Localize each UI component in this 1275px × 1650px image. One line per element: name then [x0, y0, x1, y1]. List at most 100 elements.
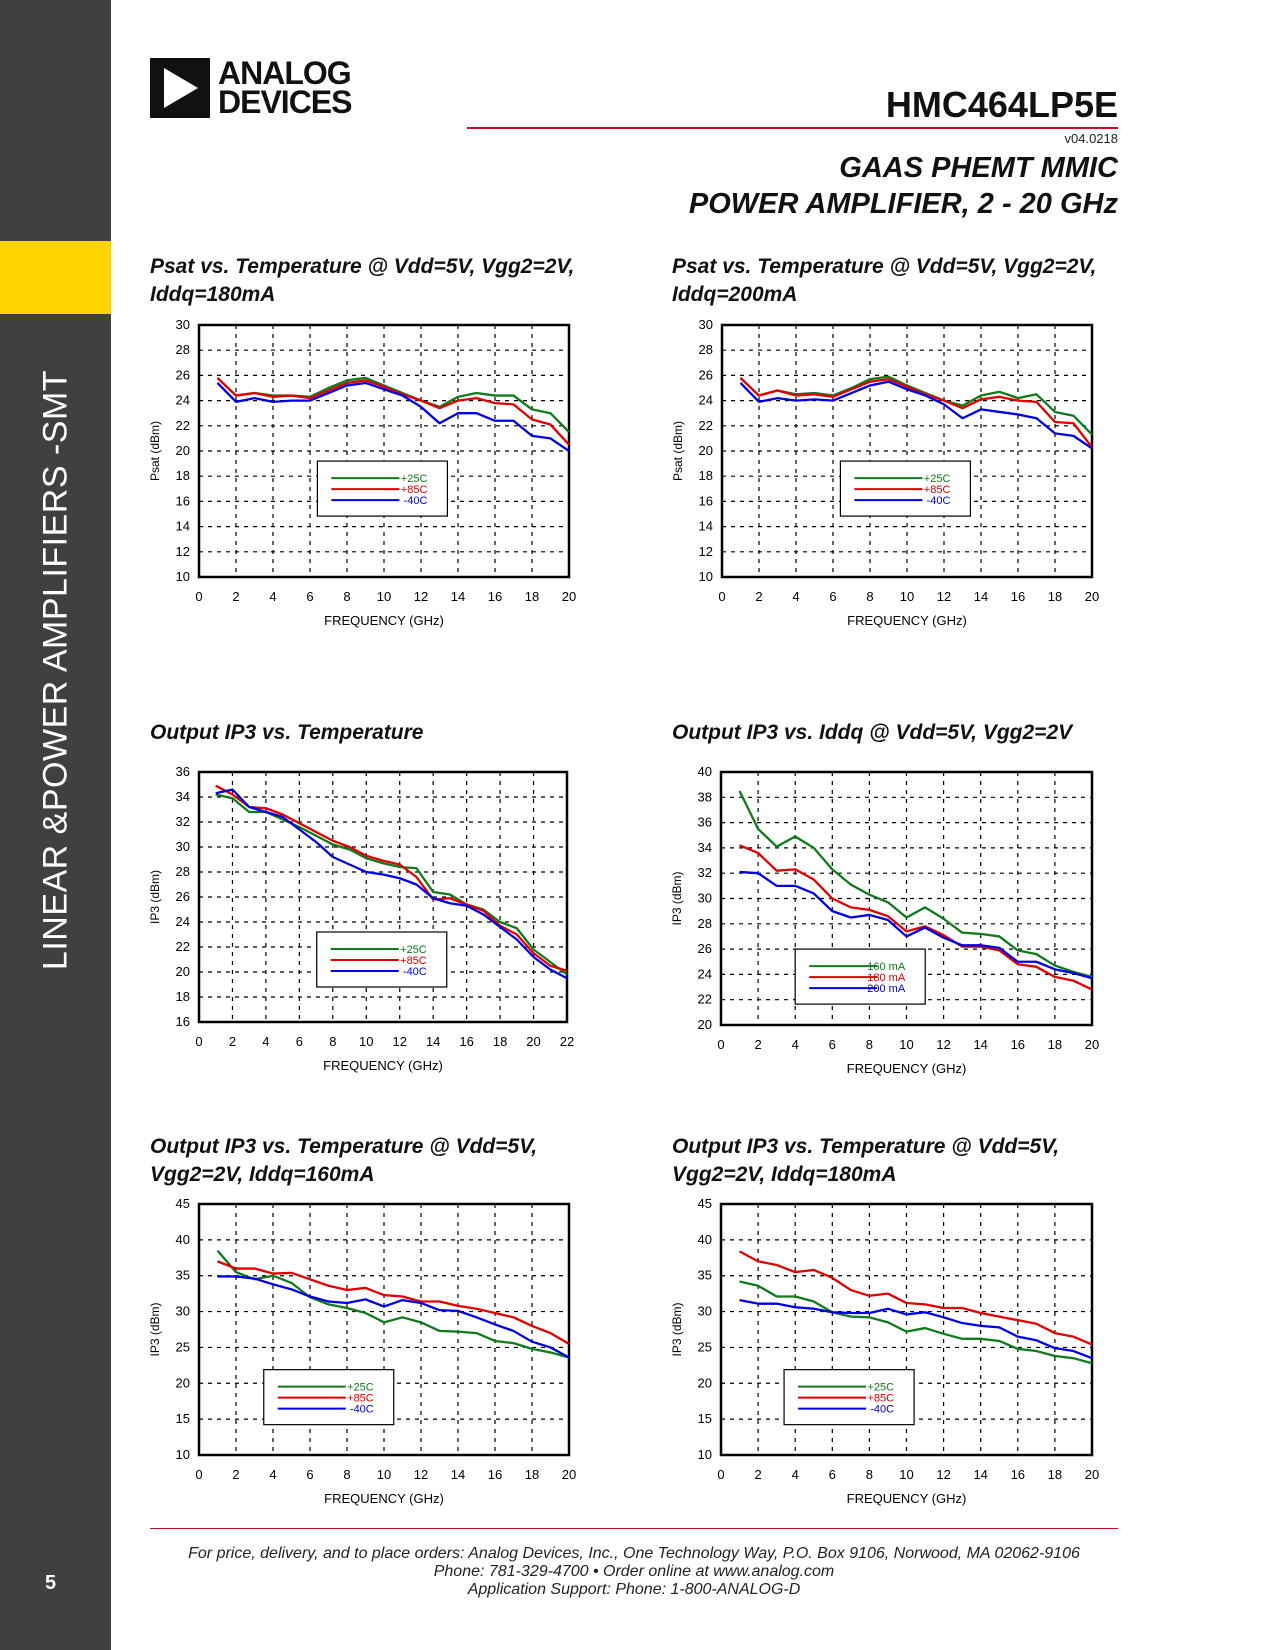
x-tick-label: 2 — [229, 1034, 236, 1049]
series-line-40c — [215, 788, 568, 980]
y-tick-label: 30 — [176, 317, 190, 332]
y-tick-label: 22 — [699, 418, 713, 433]
x-tick-label: 14 — [451, 589, 465, 604]
chart-title-line: Psat vs. Temperature @ Vdd=5V, Vgg2=2V, — [150, 255, 575, 278]
y-tick-label: 12 — [699, 544, 713, 559]
chart-title-line: Vgg2=2V, Iddq=160mA — [150, 1163, 375, 1186]
x-tick-label: 18 — [1048, 589, 1062, 604]
series-line-40c — [739, 380, 1093, 450]
x-tick-label: 6 — [306, 1467, 313, 1482]
chart-title: Output IP3 vs. Iddq @ Vdd=5V, Vgg2=2V — [672, 719, 1072, 747]
analog-devices-logo: ANALOG DEVICES — [150, 57, 352, 118]
x-tick-label: 12 — [936, 1467, 950, 1482]
x-tick-label: 20 — [562, 1467, 576, 1482]
y-tick-label: 15 — [698, 1411, 712, 1426]
legend: +25C+85C-40C — [263, 1369, 395, 1426]
x-tick-label: 22 — [560, 1034, 574, 1049]
legend-label: +85C — [400, 955, 427, 967]
chart-title-line: Psat vs. Temperature @ Vdd=5V, Vgg2=2V, — [672, 255, 1097, 278]
series-line-85c — [739, 1250, 1093, 1346]
legend: +25C+85C-40C — [783, 1369, 915, 1426]
x-tick-label: 10 — [899, 1467, 913, 1482]
x-tick-label: 18 — [525, 1467, 539, 1482]
y-tick-label: 22 — [176, 939, 190, 954]
chart-svg: 0 2 4 6 8 10 12 14 16 18 20 10 15 20 25 30 35 40 45 FREQUEN… — [148, 1196, 576, 1506]
legend-label: 160 mA — [867, 961, 906, 973]
legend-label: +25C — [347, 1382, 374, 1394]
footer-divider — [150, 1528, 1118, 1529]
chart-title: Output IP3 vs. Temperature — [150, 719, 423, 747]
legend-label: -40C — [927, 495, 951, 507]
y-tick-label: 18 — [699, 468, 713, 483]
footer-line3: Application Support: Phone: 1-800-ANALOG… — [467, 1581, 801, 1598]
x-tick-label: 4 — [792, 589, 799, 604]
x-tick-label: 10 — [899, 1037, 913, 1052]
plot-frame — [719, 1202, 1094, 1457]
x-tick-label: 6 — [829, 1467, 836, 1482]
x-tick-label: 20 — [562, 589, 576, 604]
series-line-85c — [739, 377, 1093, 448]
x-tick-label: 2 — [232, 1467, 239, 1482]
chart-title: Output IP3 vs. Temperature @ Vdd=5V, Vgg2… — [150, 1133, 537, 1189]
chart-5: 0 2 4 6 8 10 12 14 16 18 20 10 15 20 25 30 35 40 45 FREQUEN… — [148, 1196, 576, 1506]
y-tick-label: 32 — [698, 865, 712, 880]
plot-frame — [720, 323, 1094, 579]
x-tick-label: 12 — [937, 589, 951, 604]
x-tick-label: 10 — [377, 1467, 391, 1482]
y-tick-label: 14 — [699, 519, 713, 534]
chart-2: 0 2 4 6 8 10 12 14 16 18 20 10 12 14 16 18 20 22 24 26 28 30 F… — [671, 317, 1099, 628]
y-tick-label: 34 — [698, 840, 712, 855]
chart-title-line: Iddq=200mA — [672, 283, 798, 306]
chart-svg: 0 2 4 6 8 10 12 14 16 18 20 22161820222426283032343… — [148, 764, 574, 1073]
x-tick-label: 10 — [377, 589, 391, 604]
y-axis-label: Psat (dBm) — [671, 421, 685, 481]
x-axis-label: FREQUENCY (GHz) — [324, 613, 444, 628]
x-tick-label: 8 — [866, 589, 873, 604]
y-axis-label: IP3 (dBm) — [148, 1302, 162, 1356]
y-tick-label: 10 — [699, 569, 713, 584]
section-label: LINEAR &POWER AMPLIFIERS -SMT — [36, 369, 75, 971]
x-tick-label: 20 — [1085, 1037, 1099, 1052]
y-tick-label: 20 — [176, 443, 190, 458]
chart-1: 0 2 4 6 8 10 12 14 16 18 20 10 12 14 16 18 20 22 24 26 28 30 F… — [148, 317, 576, 628]
x-tick-label: 20 — [1085, 589, 1099, 604]
series-line-180ma — [739, 844, 1093, 991]
x-tick-label: 0 — [717, 1467, 724, 1482]
y-tick-label: 40 — [698, 764, 712, 779]
version: v04.0218 — [1064, 131, 1119, 146]
x-tick-label: 4 — [792, 1467, 799, 1482]
y-axis-label: IP3 (dBm) — [670, 1302, 684, 1356]
y-tick-label: 30 — [699, 317, 713, 332]
series-line-85c — [217, 1260, 570, 1345]
legend-label: 180 mA — [867, 972, 906, 984]
y-tick-label: 20 — [698, 1375, 712, 1390]
y-tick-label: 35 — [176, 1268, 190, 1283]
legend-label: +85C — [347, 1393, 374, 1405]
y-tick-label: 30 — [176, 839, 190, 854]
x-tick-label: 14 — [974, 589, 988, 604]
x-tick-label: 20 — [526, 1034, 540, 1049]
y-tick-label: 20 — [176, 964, 190, 979]
y-tick-label: 22 — [698, 992, 712, 1007]
series-line-40c — [739, 1298, 1093, 1360]
footer-line2: Phone: 781-329-4700 • Order online at ww… — [433, 1563, 835, 1580]
x-axis-label: FREQUENCY (GHz) — [847, 1061, 967, 1076]
x-tick-label: 8 — [343, 589, 350, 604]
y-tick-label: 34 — [176, 789, 190, 804]
y-tick-label: 26 — [698, 941, 712, 956]
x-tick-label: 4 — [269, 1467, 276, 1482]
legend-label: +25C — [400, 944, 427, 956]
legend-label: -40C — [403, 966, 427, 978]
chart-title-line: Output IP3 vs. Iddq @ Vdd=5V, Vgg2=2V — [672, 721, 1073, 744]
chart-title-line: Output IP3 vs. Temperature @ Vdd=5V, — [150, 1135, 538, 1158]
legend: +25C+85C-40C — [839, 460, 972, 517]
x-tick-label: 12 — [936, 1037, 950, 1052]
y-tick-label: 28 — [176, 864, 190, 879]
x-tick-label: 4 — [269, 589, 276, 604]
x-tick-label: 18 — [525, 589, 539, 604]
y-tick-label: 36 — [176, 764, 190, 779]
y-tick-label: 40 — [176, 1232, 190, 1247]
x-tick-label: 0 — [718, 589, 725, 604]
legend-label: -40C — [404, 495, 428, 507]
chart-3: 0 2 4 6 8 10 12 14 16 18 20 22 16 18 20 22 24 26 28 30 32 34 3… — [148, 764, 574, 1073]
